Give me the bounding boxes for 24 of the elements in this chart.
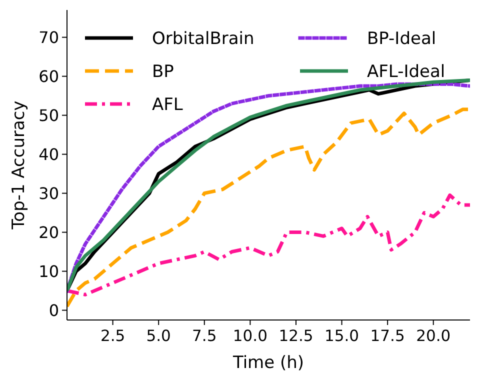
legend-label: OrbitalBrain [152, 28, 254, 49]
x-axis-title: Time (h) [232, 353, 304, 373]
line-series [67, 193, 470, 296]
y-tick-label: 10 [38, 262, 59, 281]
legend-label: AFL [152, 94, 184, 115]
x-tick-label: 20.0 [416, 327, 451, 345]
legend-label: AFL-Ideal [367, 62, 446, 82]
x-tick-label: 5.0 [146, 327, 171, 345]
x-tick-label: 17.5 [370, 327, 405, 345]
y-tick-label: 60 [38, 66, 59, 86]
y-tick-label: 40 [38, 144, 59, 164]
y-tick-label: 0 [48, 300, 59, 320]
legend-label: BP-Ideal [367, 28, 436, 49]
x-tick-label: 15.0 [324, 327, 360, 345]
y-tick-label: 20 [38, 222, 59, 242]
y-axis-title: Top-1 Accuracy [9, 100, 29, 230]
legend-label: BP [152, 62, 174, 82]
x-tick-label: 7.5 [192, 327, 217, 345]
x-tick-label: 12.5 [278, 327, 314, 345]
y-tick-label: 30 [38, 184, 59, 203]
y-tick-label: 70 [38, 28, 59, 47]
x-tick-label: 2.5 [100, 327, 126, 345]
x-tick-label: 10.0 [232, 327, 268, 345]
y-tick-label: 50 [38, 106, 59, 125]
